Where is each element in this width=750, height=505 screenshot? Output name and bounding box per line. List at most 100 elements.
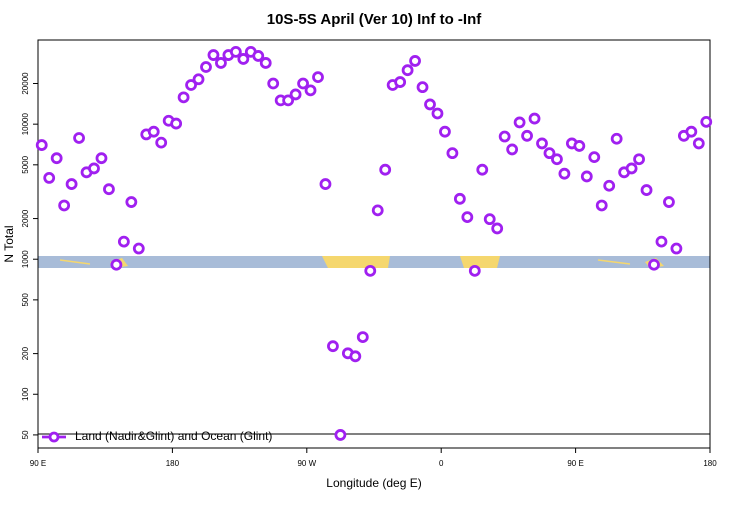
data-point [371, 204, 384, 217]
data-point [364, 264, 377, 277]
data-point [543, 147, 556, 160]
data-point [43, 172, 56, 184]
data-point [588, 151, 601, 164]
data-point [117, 235, 130, 248]
y-tick-label: 500 [21, 293, 30, 307]
data-point [528, 112, 541, 125]
x-tick-label: 90 W [297, 459, 316, 468]
data-point [603, 179, 616, 192]
data-point [513, 116, 526, 129]
data-point [319, 178, 332, 190]
data-point [468, 264, 481, 277]
data-point [327, 340, 339, 353]
data-point [73, 132, 85, 144]
data-point [125, 196, 138, 208]
data-point [88, 162, 100, 175]
data-point [229, 45, 242, 58]
data-point [65, 178, 78, 190]
data-point [58, 199, 71, 212]
data-point [446, 147, 459, 160]
data-point [35, 139, 48, 151]
data-point [625, 162, 638, 175]
data-point [334, 429, 347, 441]
data-point [177, 91, 190, 104]
data-point [312, 71, 324, 84]
data-point [536, 137, 548, 150]
map-strip [38, 256, 710, 268]
data-point [663, 196, 675, 208]
x-tick-label: 90 E [567, 459, 583, 468]
y-tick-label: 200 [21, 346, 30, 360]
data-point [506, 143, 519, 156]
data-point [401, 64, 414, 77]
data-point [580, 170, 593, 183]
data-point [595, 199, 608, 212]
data-point [692, 137, 705, 150]
data-point [110, 258, 123, 271]
data-point [453, 192, 466, 205]
data-point [304, 84, 317, 97]
data-point [498, 130, 511, 143]
legend-label: Land (Nadir&Glint) and Ocean (Glint) [75, 429, 272, 443]
data-point [132, 242, 145, 255]
y-tick-label: 2000 [21, 209, 30, 227]
y-tick-label: 1000 [21, 250, 30, 268]
y-tick-label: 100 [21, 387, 30, 401]
data-point [259, 57, 272, 69]
data-point [155, 136, 168, 149]
chart-title: 10S-5S April (Ver 10) Inf to -Inf [267, 11, 482, 28]
data-point [50, 152, 63, 165]
x-tick-label: 90 E [30, 459, 46, 468]
data-point [200, 61, 212, 73]
data-point [215, 57, 227, 69]
data-point [170, 117, 183, 130]
data-point [394, 76, 407, 88]
data-point [439, 125, 451, 138]
data-point [282, 94, 295, 107]
data-point [185, 79, 197, 91]
data-point [633, 153, 645, 166]
data-point [349, 350, 362, 363]
data-point [297, 77, 309, 90]
data-point [379, 163, 392, 176]
x-tick-label: 180 [703, 459, 717, 468]
data-point [409, 55, 421, 67]
data-point [610, 132, 623, 145]
data-point [476, 163, 489, 176]
data-point [461, 211, 474, 224]
data-point [685, 125, 698, 138]
y-axis-label: N Total [2, 225, 16, 262]
data-point [424, 98, 436, 111]
data-point [655, 235, 668, 248]
data-point [416, 81, 429, 94]
data-point [431, 107, 444, 120]
data-point [491, 222, 504, 235]
data-point [147, 125, 160, 138]
x-axis-label: Longitude (deg E) [326, 476, 421, 490]
y-tick-label: 5000 [21, 155, 30, 173]
x-tick-label: 0 [439, 459, 444, 468]
data-point [192, 73, 205, 86]
data-point [648, 258, 660, 271]
data-point [207, 49, 220, 61]
data-point [573, 140, 586, 152]
data-point [95, 152, 108, 165]
data-point [252, 50, 265, 62]
data-point [356, 331, 369, 344]
data-point [551, 153, 563, 166]
data-point [267, 77, 280, 90]
x-tick-label: 180 [166, 459, 180, 468]
data-point [289, 88, 302, 101]
data-point [558, 167, 571, 180]
data-point [670, 242, 683, 255]
y-tick-label: 50 [21, 430, 30, 439]
data-point [483, 213, 496, 226]
data-point [700, 115, 713, 128]
y-tick-label: 10000 [21, 112, 30, 135]
legend-marker [48, 431, 60, 443]
data-point [103, 183, 115, 196]
data-point [640, 184, 653, 196]
data-point [237, 53, 250, 65]
